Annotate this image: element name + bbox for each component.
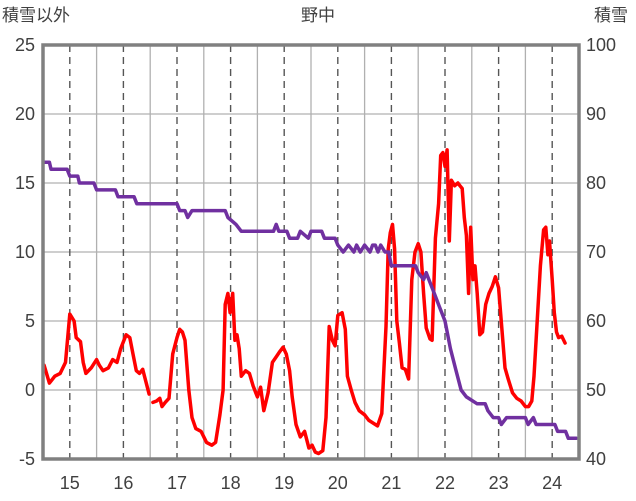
y-right-tick-label: 60 — [586, 311, 606, 331]
y-right-tick-label: 70 — [586, 242, 606, 262]
chart-title: 野中 — [301, 6, 335, 26]
x-tick-label: 24 — [542, 473, 562, 493]
y-right-tick-label: 90 — [586, 104, 606, 124]
left-axis-label: 積雪以外 — [2, 6, 70, 26]
plot-frame — [41, 43, 581, 461]
x-tick-label: 21 — [381, 473, 401, 493]
non-snow-line — [151, 148, 567, 456]
y-left-tick-label: 20 — [15, 104, 35, 124]
y-left-tick-label: 0 — [25, 380, 35, 400]
snow-depth-line — [42, 160, 579, 441]
grid — [43, 44, 579, 460]
y-left-tick-label: 10 — [15, 242, 35, 262]
y-right-tick-label: 80 — [586, 173, 606, 193]
x-tick-label: 20 — [328, 473, 348, 493]
x-tick-label: 16 — [113, 473, 133, 493]
right-axis-label: 積雪 — [594, 6, 628, 26]
series-layer — [42, 148, 579, 456]
y-right-tick-label: 100 — [586, 35, 616, 55]
x-tick-label: 17 — [167, 473, 187, 493]
non-snow-line — [42, 312, 151, 396]
x-tick-label: 23 — [489, 473, 509, 493]
x-tick-label: 15 — [60, 473, 80, 493]
x-tick-label: 22 — [435, 473, 455, 493]
y-left-tick-label: 15 — [15, 173, 35, 193]
x-tick-label: 18 — [221, 473, 241, 493]
y-right-tick-label: 40 — [586, 449, 606, 469]
y-left-tick-label: 25 — [15, 35, 35, 55]
tick-labels: -5 0 5 10 15 20 25 40 50 60 70 80 90 100 15 16 17 18 19 20 2… — [15, 35, 616, 493]
y-left-tick-label: -5 — [19, 449, 35, 469]
y-left-tick-label: 5 — [25, 311, 35, 331]
y-right-tick-label: 50 — [586, 380, 606, 400]
x-tick-label: 19 — [274, 473, 294, 493]
